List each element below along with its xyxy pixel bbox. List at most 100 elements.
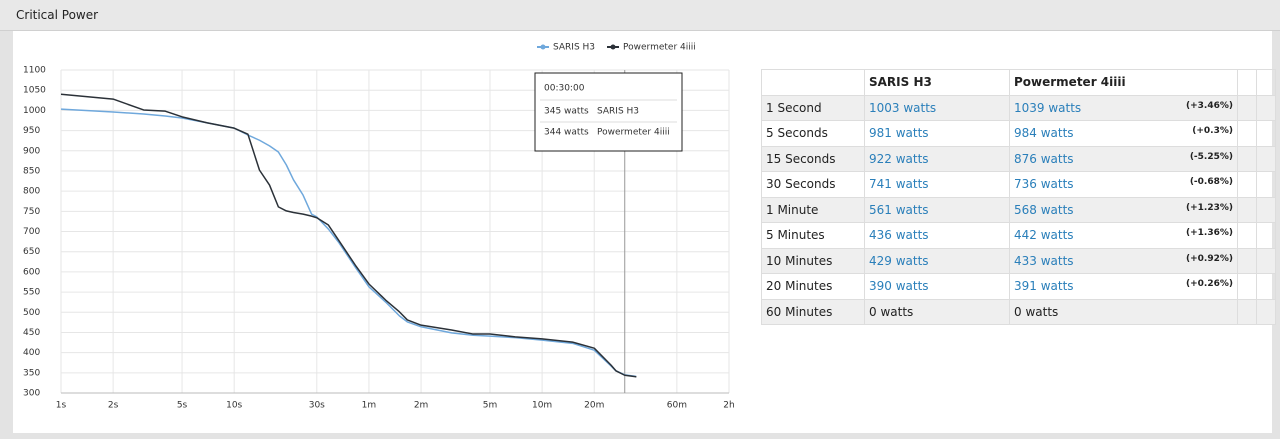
empty-cell bbox=[1237, 171, 1257, 198]
x-tick-label: 5m bbox=[483, 401, 498, 411]
y-tick-label: 850 bbox=[23, 166, 40, 176]
y-tick-label: 950 bbox=[23, 126, 40, 136]
empty-cell bbox=[1256, 94, 1276, 121]
value-cell: (+1.23%) 568 watts bbox=[1009, 196, 1238, 223]
header-cell bbox=[1256, 69, 1276, 96]
empty-cell bbox=[1256, 196, 1276, 223]
value-cell: 390 watts bbox=[864, 273, 1010, 300]
difference: (-5.25%) bbox=[1189, 151, 1233, 162]
difference: (+0.26%) bbox=[1186, 279, 1233, 290]
y-tick-label: 650 bbox=[23, 247, 40, 257]
empty-cell bbox=[1256, 247, 1276, 274]
value-cell: 0 watts bbox=[864, 298, 1010, 325]
x-tick-label: 5s bbox=[177, 401, 188, 411]
table-row: 5 Minutes 436 watts (+1.36%) 442 watts bbox=[761, 222, 1276, 249]
row-label: 15 Seconds bbox=[761, 145, 865, 172]
legend-marker bbox=[540, 44, 546, 50]
value-cell: 741 watts bbox=[864, 171, 1010, 198]
y-tick-label: 700 bbox=[23, 227, 40, 237]
row-label: 1 Minute bbox=[761, 196, 865, 223]
y-tick-label: 400 bbox=[23, 348, 40, 358]
difference: (+0.92%) bbox=[1186, 253, 1233, 264]
table-row: 60 Minutes 0 watts 0 watts bbox=[761, 298, 1276, 325]
tooltip-value: 344 watts bbox=[544, 128, 589, 138]
empty-cell bbox=[1237, 145, 1257, 172]
y-tick-label: 1000 bbox=[23, 106, 46, 116]
value: 433 watts bbox=[1014, 253, 1074, 268]
empty-cell bbox=[1237, 222, 1257, 249]
row-label: 60 Minutes bbox=[761, 298, 865, 325]
table-row: 10 Minutes 429 watts (+0.92%) 433 watts bbox=[761, 247, 1276, 274]
y-tick-label: 350 bbox=[23, 368, 40, 378]
empty-cell bbox=[1256, 222, 1276, 249]
tooltip-series: Powermeter 4iiii bbox=[597, 128, 670, 138]
difference: (+1.23%) bbox=[1186, 202, 1233, 213]
value-cell: (+3.46%) 1039 watts bbox=[1009, 94, 1238, 121]
value: 876 watts bbox=[1014, 151, 1074, 166]
row-label: 5 Minutes bbox=[761, 222, 865, 249]
x-tick-label: 1m bbox=[362, 401, 377, 411]
value: 0 watts bbox=[1014, 304, 1059, 319]
value-cell: 1003 watts bbox=[864, 94, 1010, 121]
y-tick-label: 750 bbox=[23, 207, 40, 217]
x-tick-label: 20m bbox=[584, 401, 604, 411]
y-tick-label: 450 bbox=[23, 328, 40, 338]
value-cell: (+0.26%) 391 watts bbox=[1009, 273, 1238, 300]
row-label: 5 Seconds bbox=[761, 120, 865, 147]
value-cell: (-0.68%) 736 watts bbox=[1009, 171, 1238, 198]
empty-cell bbox=[1237, 247, 1257, 274]
panel-title: Critical Power bbox=[16, 8, 99, 22]
tooltip-series: SARIS H3 bbox=[597, 107, 639, 117]
row-label: 20 Minutes bbox=[761, 273, 865, 300]
difference: (+0.3%) bbox=[1192, 126, 1233, 137]
x-tick-label: 30s bbox=[309, 401, 325, 411]
difference: (+3.46%) bbox=[1186, 100, 1233, 111]
value: 568 watts bbox=[1014, 202, 1074, 217]
tooltip-title: 00:30:00 bbox=[544, 84, 585, 94]
table-row: 30 Seconds 741 watts (-0.68%) 736 watts bbox=[761, 171, 1276, 198]
value-cell: 429 watts bbox=[864, 247, 1010, 274]
header-cell bbox=[1237, 69, 1257, 96]
table-row: 20 Minutes 390 watts (+0.26%) 391 watts bbox=[761, 273, 1276, 300]
row-label: 30 Seconds bbox=[761, 171, 865, 198]
value-cell: 436 watts bbox=[864, 222, 1010, 249]
empty-cell bbox=[1256, 171, 1276, 198]
empty-cell bbox=[1237, 94, 1257, 121]
difference: (-0.68%) bbox=[1189, 177, 1233, 188]
value-cell: (+1.36%) 442 watts bbox=[1009, 222, 1238, 249]
row-label: 10 Minutes bbox=[761, 247, 865, 274]
tooltip-box bbox=[534, 72, 683, 152]
value-cell: 922 watts bbox=[864, 145, 1010, 172]
table-row: 1 Minute 561 watts (+1.23%) 568 watts bbox=[761, 196, 1276, 223]
panel-header: Critical Power bbox=[0, 0, 1280, 31]
x-tick-label: 10s bbox=[226, 401, 242, 411]
chart: 300 350 400 450 500 550 600 650 700 750 800 850 900 9… bbox=[23, 43, 735, 411]
value: 442 watts bbox=[1014, 228, 1074, 243]
y-tick-label: 300 bbox=[23, 389, 40, 399]
x-tick-label: 2s bbox=[108, 401, 119, 411]
y-tick-label: 500 bbox=[23, 308, 40, 318]
y-tick-label: 1100 bbox=[23, 66, 46, 76]
header-cell: Powermeter 4iiii bbox=[1009, 69, 1238, 96]
y-tick-label: 900 bbox=[23, 146, 40, 156]
x-tick-label: 2m bbox=[414, 401, 429, 411]
tooltip-value: 345 watts bbox=[544, 107, 589, 117]
y-tick-label: 550 bbox=[23, 288, 40, 298]
empty-cell bbox=[1256, 298, 1276, 325]
value: 1039 watts bbox=[1014, 100, 1082, 115]
header-cell: SARIS H3 bbox=[864, 69, 1010, 96]
series-line bbox=[60, 93, 637, 378]
legend-marker bbox=[610, 44, 616, 50]
value-cell: 561 watts bbox=[864, 196, 1010, 223]
difference: (+1.36%) bbox=[1186, 228, 1233, 239]
empty-cell bbox=[1256, 145, 1276, 172]
row-label: 1 Second bbox=[761, 94, 865, 121]
x-tick-label: 1s bbox=[56, 401, 67, 411]
table-row: 5 Seconds 981 watts (+0.3%) 984 watts bbox=[761, 120, 1276, 147]
value-cell: 981 watts bbox=[864, 120, 1010, 147]
empty-cell bbox=[1256, 273, 1276, 300]
table-row: 1 Second 1003 watts (+3.46%) 1039 watts bbox=[761, 94, 1276, 121]
legend-label: Powermeter 4iiii bbox=[623, 43, 696, 53]
x-tick-label: 10m bbox=[532, 401, 552, 411]
